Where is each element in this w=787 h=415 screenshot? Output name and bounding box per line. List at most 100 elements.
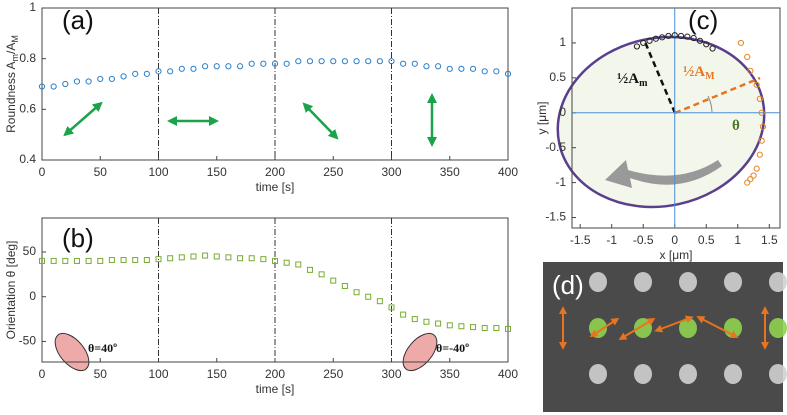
pillar (769, 272, 787, 292)
point (400, 60, 407, 67)
point (97, 257, 104, 264)
pillar (634, 364, 652, 384)
microscopy-image (543, 262, 783, 412)
y-tick-label: 0.4 (19, 152, 36, 166)
x-tick-label: 100 (148, 367, 168, 381)
point (353, 58, 360, 65)
x-tick-label: 0.5 (698, 233, 715, 247)
point (108, 75, 116, 83)
point (85, 78, 92, 85)
orientation-arrow (618, 317, 656, 341)
x-tick-label: 0 (39, 165, 46, 179)
x-tick-label: 400 (498, 165, 518, 179)
x-tick-label: 100 (148, 165, 168, 179)
annotation: θ=-40º (436, 341, 469, 355)
point (750, 172, 757, 179)
point (213, 63, 220, 70)
point (237, 255, 244, 262)
orientation-arrow (654, 315, 694, 333)
point (155, 256, 162, 263)
point (493, 325, 500, 332)
x-tick-label: -1.5 (570, 233, 591, 247)
panel-label: (d) (552, 270, 584, 300)
point (671, 32, 678, 39)
pillar (769, 318, 787, 338)
annotation: ½AM (683, 64, 715, 82)
point (684, 33, 691, 40)
y-axis-label: Roundness Am/AM (4, 35, 20, 133)
point (481, 325, 488, 332)
point (132, 70, 139, 77)
point (39, 257, 45, 264)
x-axis-label: time [s] (256, 180, 295, 194)
y-tick-label: -1 (555, 175, 566, 189)
point (376, 298, 383, 305)
y-axis-label-part: Orientation θ [deg] (4, 241, 18, 340)
ellipse-fit (556, 35, 766, 209)
point (306, 58, 314, 65)
point (341, 282, 348, 289)
point (248, 60, 255, 67)
x-tick-label: -1 (606, 233, 617, 247)
point (143, 257, 150, 264)
y-tick-label: 1 (29, 0, 36, 14)
x-tick-label: 50 (94, 165, 108, 179)
y-tick-label: 0 (559, 105, 566, 119)
y-tick-label: -0.5 (545, 140, 566, 154)
point (758, 109, 765, 116)
pillar (589, 272, 607, 292)
point (97, 75, 104, 83)
point (271, 60, 279, 67)
point (330, 58, 337, 65)
point (73, 78, 81, 85)
x-tick-label: 200 (265, 367, 285, 381)
y-axis-label-part: Roundness A (4, 61, 18, 132)
point (690, 34, 697, 42)
point (225, 63, 232, 70)
point (178, 65, 185, 72)
orientation-arrow (696, 316, 739, 338)
y-tick-label: 0.5 (549, 70, 566, 84)
point (744, 179, 751, 186)
plot-area (571, 7, 781, 229)
x-tick-label: 1.5 (761, 233, 778, 247)
point (62, 80, 69, 88)
point (758, 137, 765, 144)
point (469, 65, 477, 72)
point (400, 311, 407, 318)
x-tick-label: -0.5 (633, 233, 654, 247)
x-tick-label: 300 (381, 367, 401, 381)
point (747, 67, 754, 74)
pillar (679, 272, 697, 292)
point (493, 68, 500, 75)
x-tick-label: 150 (207, 165, 227, 179)
y-tick-label: 0.6 (19, 102, 36, 116)
annotation: θ (732, 118, 740, 134)
point (295, 58, 302, 65)
y-tick-label: 0.8 (19, 51, 36, 65)
pillar (769, 364, 787, 384)
point (756, 95, 763, 102)
annotation-part: M (705, 71, 715, 82)
panel-label: (a) (62, 5, 94, 35)
pillar (724, 364, 742, 384)
point (646, 37, 653, 44)
point (665, 32, 672, 40)
point (260, 256, 267, 263)
x-tick-label: 250 (323, 367, 343, 381)
point (225, 254, 232, 261)
point (744, 53, 751, 60)
point (120, 73, 127, 80)
point (353, 289, 360, 296)
point (62, 257, 69, 264)
y-axis-label-part: /A (4, 43, 18, 54)
point (753, 81, 760, 88)
point (759, 123, 767, 130)
x-tick-label: 250 (323, 165, 343, 179)
point (388, 304, 395, 311)
point (365, 58, 372, 65)
x-tick-label: 400 (498, 367, 518, 381)
point (446, 65, 453, 72)
point (504, 70, 512, 77)
y-tick-label: -1.5 (545, 210, 566, 224)
